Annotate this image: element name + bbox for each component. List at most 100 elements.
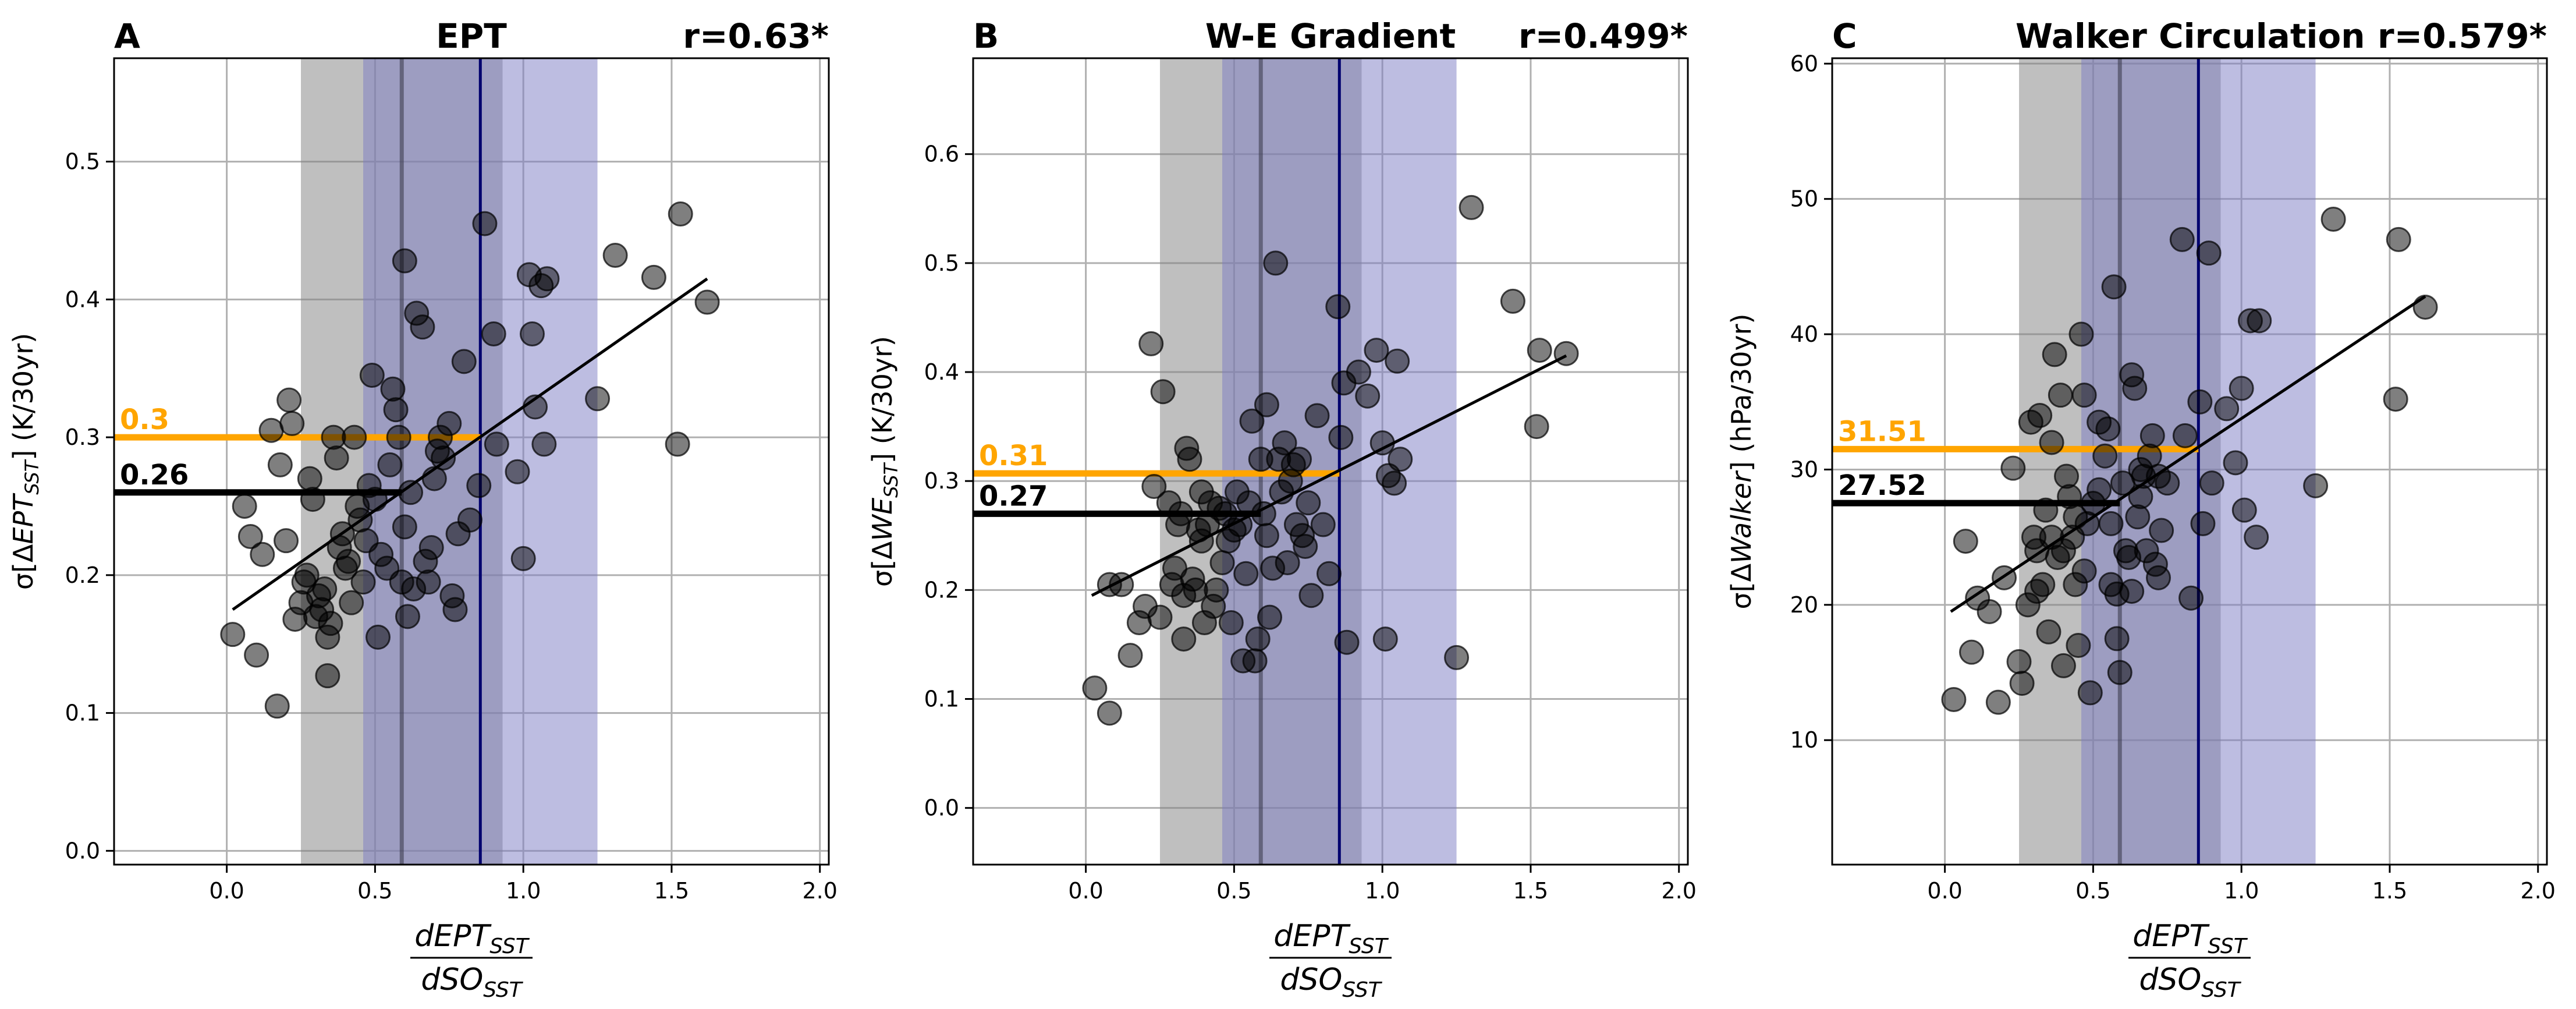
scatter-point (1372, 626, 1398, 652)
scatter-point (2077, 680, 2103, 706)
scatter-point (2042, 342, 2067, 367)
scatter-point (2386, 226, 2411, 252)
scatter-point (1097, 700, 1122, 726)
scatter-point (395, 604, 420, 629)
scatter-point (2071, 383, 2097, 408)
scatter-point (2128, 484, 2153, 509)
x-tick-label: 0.5 (1216, 878, 1251, 904)
scatter-point (380, 376, 406, 402)
scatter-point (1082, 675, 1108, 701)
scatter-point (442, 597, 468, 622)
regression-line (1091, 354, 1567, 597)
scatter-point (668, 201, 693, 227)
scatter-point (1958, 639, 1984, 665)
scatter-point (220, 622, 246, 647)
plot-area (1832, 58, 2547, 865)
panel-letter: C (1832, 16, 1857, 56)
scatter-point (350, 569, 376, 595)
scatter-point (1117, 643, 1143, 668)
x-label-numerator: dEPTSST (2133, 919, 2248, 958)
scatter-point (2229, 376, 2254, 401)
scatter-point (1388, 447, 1413, 472)
y-tick-label: 0.2 (65, 562, 100, 588)
scatter-point (694, 289, 720, 315)
scatter-point (2039, 430, 2064, 455)
scatter-point (641, 264, 666, 290)
scatter-point (342, 424, 367, 450)
scatter-point (1527, 338, 1552, 363)
scatter-point (1346, 359, 1371, 385)
regression-line (1950, 295, 2426, 613)
orange-value-label: 31.51 (1838, 415, 1926, 448)
scatter-point (1325, 294, 1351, 320)
scatter-point (2024, 538, 2050, 564)
plot-area (114, 58, 829, 865)
x-tick-label: 0.0 (1927, 878, 1962, 904)
y-tick-label: 0.2 (924, 577, 959, 603)
scatter-point (2172, 423, 2198, 448)
scatter-point (519, 321, 545, 347)
scatter-point (2187, 389, 2213, 415)
scatter-point (318, 611, 343, 636)
scatter-point (2048, 383, 2073, 408)
panel-title: EPT (436, 16, 507, 56)
scatter-point (481, 321, 506, 347)
scatter-point (1218, 610, 1244, 635)
scatter-point (297, 466, 322, 491)
y-tick-label: 0.1 (924, 686, 959, 712)
x-tick-label: 0.0 (209, 878, 244, 904)
scatter-point (339, 590, 364, 615)
scatter-point (1382, 470, 1407, 496)
scatter-point (1171, 626, 1197, 652)
scatter-point (1310, 512, 1336, 537)
scatter-point (365, 624, 391, 650)
scatter-point (359, 363, 385, 388)
scatter-point (362, 487, 388, 512)
scatter-point (1286, 447, 1312, 472)
y-tick-label: 10 (1790, 727, 1818, 753)
scatter-point (1257, 604, 1283, 630)
scatter-point (1254, 392, 1279, 417)
scatter-point (1171, 583, 1197, 608)
axes-frame (972, 57, 1689, 866)
scatter-point (2223, 450, 2248, 476)
scatter-point (466, 473, 492, 498)
scatter-point (1141, 474, 1167, 500)
scatter-point (2320, 207, 2346, 232)
scatter-point (2050, 653, 2076, 678)
scatter-point (2000, 455, 2026, 481)
panel-title: W-E Gradient (1205, 16, 1456, 56)
scatter-point (264, 693, 290, 719)
scatter-point (585, 386, 611, 412)
x-tick-label: 1.0 (2224, 878, 2259, 904)
scatter-point (232, 493, 257, 519)
scatter-point (1242, 648, 1268, 674)
y-tick-label: 0.5 (65, 149, 100, 175)
scatter-point (431, 445, 456, 471)
y-axis-label: σ[ΔEPTSST] (K/30yr) (8, 333, 43, 590)
scatter-point (2178, 585, 2204, 611)
scatter-point (300, 487, 325, 512)
scatter-point (1263, 250, 1289, 276)
scatter-point (2050, 538, 2076, 564)
scatter-point (1239, 408, 1265, 434)
scatter-point (1953, 529, 1978, 554)
x-tick-label: 1.0 (1365, 878, 1400, 904)
panel-letter: A (114, 16, 140, 56)
x-tick-label: 1.5 (654, 878, 689, 904)
scatter-point (312, 576, 338, 601)
scatter-point (1977, 599, 2002, 624)
scatter-point (250, 541, 275, 567)
scatter-point (2092, 443, 2118, 469)
scatter-point (2196, 240, 2222, 266)
scatter-point (2303, 473, 2329, 498)
scatter-point (258, 417, 284, 443)
x-label-denominator: dSOSST (1280, 962, 1382, 1002)
scatter-point (2199, 470, 2224, 496)
scatter-point (2383, 387, 2408, 412)
scatter-point (1188, 479, 1214, 505)
scatter-point (602, 243, 628, 268)
correlation-label: r=0.579* (2378, 16, 2547, 56)
scatter-point (2036, 619, 2061, 645)
panel-a: 0.3 0.26 0.0 0.5 1.0 1.5 2.0 0.0 0.1 0.2 0.3 0.4 0.5… (8, 16, 838, 1002)
